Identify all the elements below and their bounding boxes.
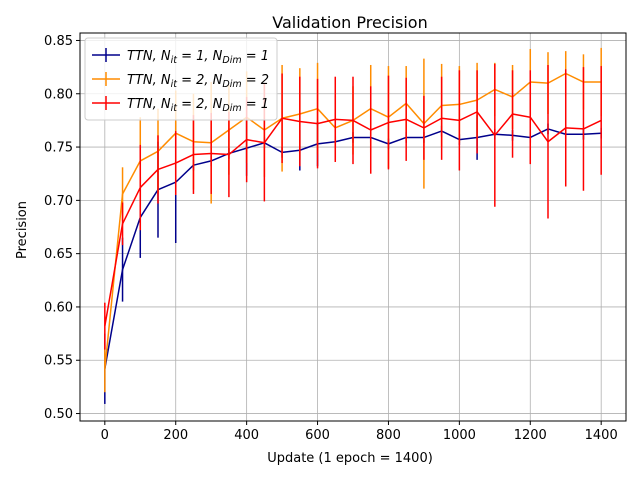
legend-subscript: it	[171, 103, 179, 114]
series-line	[104, 111, 602, 327]
legend-text-part: TTN, N	[127, 97, 171, 112]
y-tick-label: 0.80	[44, 87, 73, 102]
x-tick-label: 600	[305, 428, 330, 443]
y-tick-label: 0.65	[44, 247, 73, 262]
x-axis-label: Update (1 epoch = 1400)	[267, 451, 433, 466]
y-axis-label: Precision	[15, 201, 30, 259]
y-tick-label: 0.70	[44, 194, 73, 209]
legend-text-part: = 2	[242, 73, 269, 88]
legend-subscript: it	[171, 79, 179, 90]
y-tick-label: 0.50	[44, 407, 73, 422]
legend-subscript: it	[171, 55, 179, 66]
legend-text-part: TTN, N	[127, 49, 171, 64]
legend-subscript: Dim	[222, 103, 241, 114]
legend-label: TTN, Nit = 2, NDim = 1	[127, 97, 269, 114]
chart-title: Validation Precision	[272, 13, 427, 32]
series-3	[104, 63, 602, 350]
legend-item: TTN, Nit = 1, NDim = 1	[92, 48, 269, 66]
legend-text-part: = 1	[242, 49, 269, 64]
y-tick-label: 0.55	[44, 354, 73, 369]
x-tick-label: 1000	[443, 428, 476, 443]
legend-subscript: Dim	[222, 55, 241, 66]
x-tick-label: 200	[163, 428, 188, 443]
x-tick-label: 1400	[585, 428, 618, 443]
legend-label: TTN, Nit = 2, NDim = 2	[127, 73, 269, 90]
legend-text-part: = 2, N	[177, 73, 223, 88]
y-tick-label: 0.75	[44, 141, 73, 156]
legend-box	[84, 37, 278, 121]
plot-frame	[79, 32, 627, 422]
y-tick-label: 0.85	[44, 34, 73, 49]
ticks: 0 200 400 600 800 1000 1200 1400 0.50 0.55 0.60 0.6…	[44, 34, 618, 443]
legend-item: TTN, Nit = 2, NDim = 2	[92, 72, 269, 90]
legend-text-part: TTN, N	[127, 73, 171, 88]
y-tick-label: 0.60	[44, 300, 73, 315]
series-layer	[104, 47, 602, 404]
x-tick-label: 0	[101, 428, 109, 443]
legend-text-part: = 1, N	[177, 49, 223, 64]
legend-subscript: Dim	[222, 79, 241, 90]
x-tick-label: 400	[234, 428, 259, 443]
legend-item: TTN, Nit = 2, NDim = 1	[92, 96, 269, 114]
legend-text-part: = 1	[242, 97, 269, 112]
x-tick-label: 1200	[514, 428, 547, 443]
legend-label: TTN, Nit = 1, NDim = 1	[127, 49, 269, 66]
legend-text-part: = 2, N	[177, 97, 223, 112]
x-tick-label: 800	[376, 428, 401, 443]
